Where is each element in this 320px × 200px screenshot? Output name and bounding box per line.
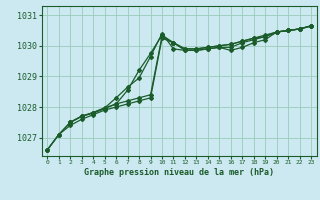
X-axis label: Graphe pression niveau de la mer (hPa): Graphe pression niveau de la mer (hPa) — [84, 168, 274, 177]
